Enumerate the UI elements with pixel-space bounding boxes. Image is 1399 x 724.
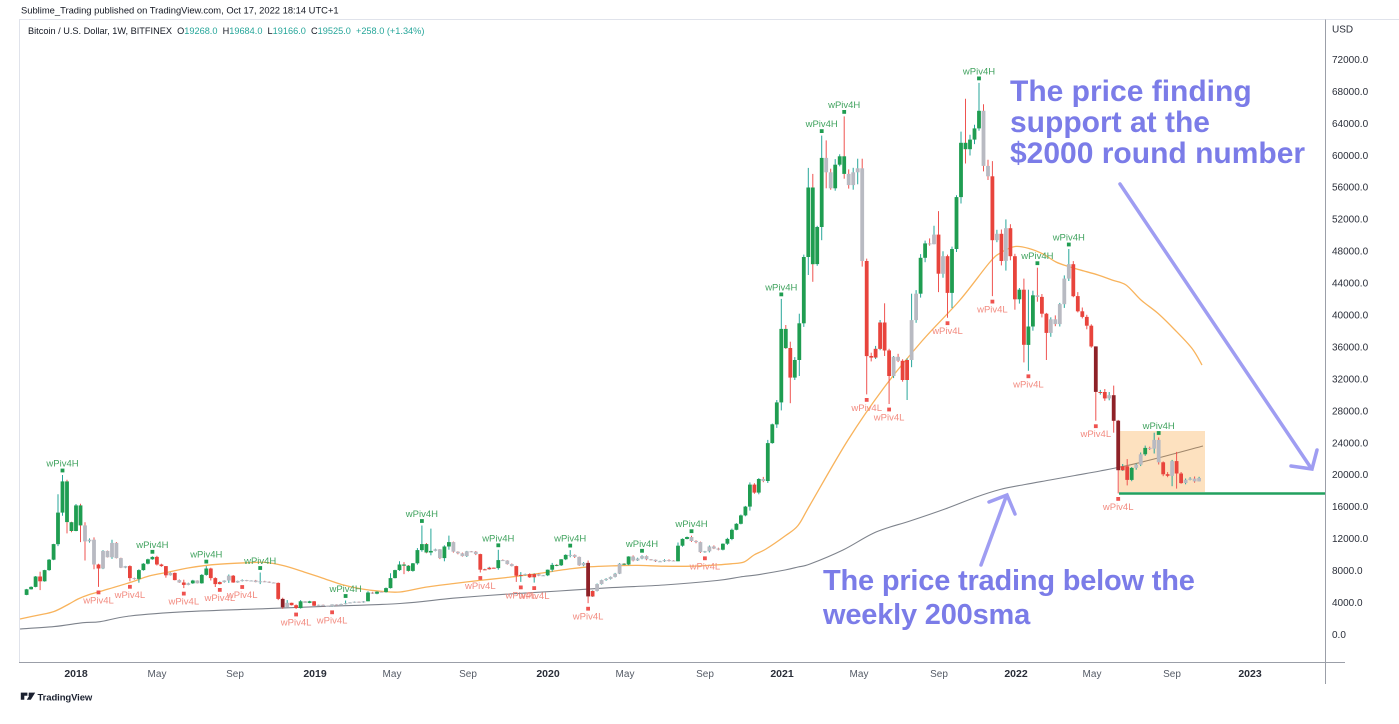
svg-text:wPiv4L: wPiv4L <box>226 590 258 601</box>
svg-text:Sep: Sep <box>459 669 477 680</box>
svg-text:wPiv4L: wPiv4L <box>114 590 146 601</box>
svg-text:48000.0: 48000.0 <box>1332 247 1369 258</box>
svg-text:wPiv4L: wPiv4L <box>518 591 550 602</box>
svg-text:wPiv4H: wPiv4H <box>405 509 438 520</box>
svg-text:36000.0: 36000.0 <box>1332 342 1369 353</box>
svg-text:wPiv4H: wPiv4H <box>962 66 995 77</box>
svg-text:32000.0: 32000.0 <box>1332 374 1369 385</box>
svg-text:Sep: Sep <box>1163 669 1181 680</box>
svg-text:Sep: Sep <box>696 669 714 680</box>
svg-text:wPiv4H: wPiv4H <box>553 534 586 545</box>
svg-text:wPiv4H: wPiv4H <box>243 556 276 567</box>
svg-text:wPiv4L: wPiv4L <box>280 618 312 629</box>
svg-text:20000.0: 20000.0 <box>1332 470 1369 481</box>
svg-text:28000.0: 28000.0 <box>1332 406 1369 417</box>
svg-text:TradingView: TradingView <box>38 692 93 703</box>
svg-text:May: May <box>148 669 167 680</box>
svg-text:wPiv4L: wPiv4L <box>689 561 721 572</box>
svg-text:wPiv4H: wPiv4H <box>1052 233 1085 244</box>
svg-text:2020: 2020 <box>536 668 560 680</box>
svg-text:The price trading below the: The price trading below the <box>823 565 1195 597</box>
svg-text:52000.0: 52000.0 <box>1332 215 1369 226</box>
svg-text:2019: 2019 <box>303 668 327 680</box>
svg-text:wPiv4H: wPiv4H <box>764 282 797 293</box>
svg-text:wPiv4L: wPiv4L <box>931 326 963 337</box>
svg-text:40000.0: 40000.0 <box>1332 311 1369 322</box>
svg-text:wPiv4L: wPiv4L <box>873 413 905 424</box>
svg-text:wPiv4H: wPiv4H <box>1020 251 1053 262</box>
svg-text:44000.0: 44000.0 <box>1332 279 1369 290</box>
svg-text:68000.0: 68000.0 <box>1332 87 1369 98</box>
svg-text:weekly 200sma: weekly 200sma <box>822 599 1031 631</box>
svg-text:wPiv4H: wPiv4H <box>625 539 658 550</box>
svg-text:2023: 2023 <box>1238 668 1262 680</box>
svg-text:4000.0: 4000.0 <box>1332 598 1363 609</box>
svg-text:support at the: support at the <box>1010 106 1210 139</box>
svg-text:wPiv4H: wPiv4H <box>827 100 860 111</box>
svg-text:wPiv4L: wPiv4L <box>464 581 496 592</box>
svg-text:$2000 round number: $2000 round number <box>1010 137 1305 170</box>
svg-text:May: May <box>850 669 869 680</box>
svg-text:12000.0: 12000.0 <box>1332 534 1369 545</box>
svg-text:The price finding: The price finding <box>1010 75 1252 108</box>
svg-text:wPiv4L: wPiv4L <box>316 615 348 626</box>
svg-text:USD: USD <box>1332 25 1353 36</box>
svg-text:Bitcoin / U.S. Dollar, 1W, BIT: Bitcoin / U.S. Dollar, 1W, BITFINEX O192… <box>28 26 424 36</box>
svg-text:Sublime_Trading published on T: Sublime_Trading published on TradingView… <box>21 5 339 16</box>
svg-text:wPiv4L: wPiv4L <box>850 403 882 414</box>
svg-text:wPiv4H: wPiv4H <box>189 550 222 561</box>
svg-text:8000.0: 8000.0 <box>1332 566 1363 577</box>
svg-text:May: May <box>1083 669 1102 680</box>
svg-text:Sep: Sep <box>226 669 244 680</box>
svg-text:60000.0: 60000.0 <box>1332 151 1369 162</box>
svg-text:wPiv4L: wPiv4L <box>572 612 604 623</box>
svg-text:wPiv4H: wPiv4H <box>135 540 168 551</box>
svg-text:Sep: Sep <box>930 669 948 680</box>
svg-text:wPiv4L: wPiv4L <box>976 305 1008 316</box>
svg-text:64000.0: 64000.0 <box>1332 119 1369 130</box>
svg-text:2021: 2021 <box>770 668 794 680</box>
svg-text:wPiv4H: wPiv4H <box>45 459 78 470</box>
svg-text:0.0: 0.0 <box>1332 630 1346 641</box>
svg-text:May: May <box>616 669 635 680</box>
svg-text:wPiv4L: wPiv4L <box>1012 379 1044 390</box>
svg-text:wPiv4L: wPiv4L <box>203 593 235 604</box>
svg-text:wPiv4H: wPiv4H <box>328 584 361 595</box>
svg-text:2018: 2018 <box>64 668 88 680</box>
svg-text:wPiv4L: wPiv4L <box>504 590 536 601</box>
svg-text:wPiv4H: wPiv4H <box>481 533 514 544</box>
svg-text:wPiv4H: wPiv4H <box>1142 421 1175 432</box>
svg-text:May: May <box>383 669 402 680</box>
svg-text:56000.0: 56000.0 <box>1332 183 1369 194</box>
svg-text:wPiv4H: wPiv4H <box>805 119 838 130</box>
svg-text:wPiv4L: wPiv4L <box>82 595 114 606</box>
svg-text:wPiv4L: wPiv4L <box>1102 502 1134 513</box>
svg-text:2022: 2022 <box>1004 668 1028 680</box>
svg-text:wPiv4L: wPiv4L <box>167 597 199 608</box>
svg-text:24000.0: 24000.0 <box>1332 438 1369 449</box>
svg-text:wPiv4L: wPiv4L <box>1079 429 1111 440</box>
svg-text:72000.0: 72000.0 <box>1332 55 1369 66</box>
svg-text:16000.0: 16000.0 <box>1332 502 1369 513</box>
svg-text:wPiv4H: wPiv4H <box>674 519 707 530</box>
